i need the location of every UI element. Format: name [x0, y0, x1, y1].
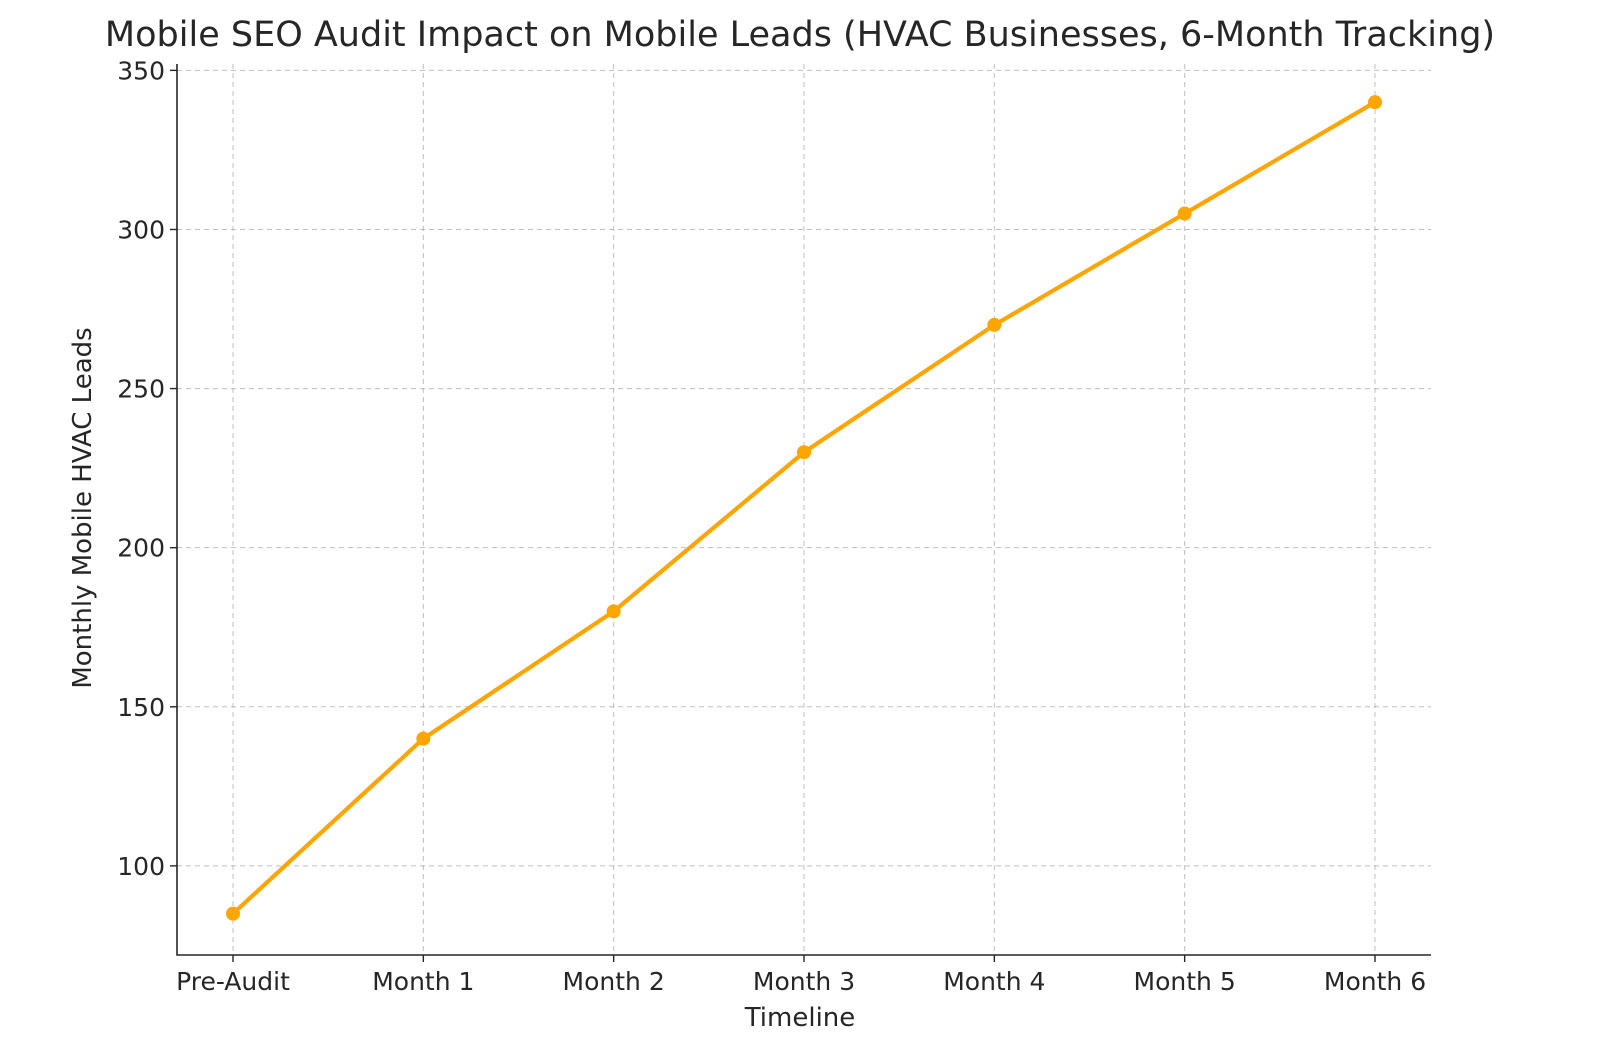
x-tick-label: Month 1: [372, 967, 474, 996]
y-axis-label: Monthly Mobile HVAC Leads: [68, 327, 98, 688]
data-point: [987, 317, 1002, 332]
y-axis-ticks: 100 150 200 250 300 350: [117, 56, 177, 881]
y-tick-label: 350: [117, 56, 165, 85]
x-axis-label: Timeline: [744, 1003, 856, 1033]
y-tick-label: 100: [117, 852, 165, 881]
data-point: [416, 731, 431, 746]
data-point: [606, 604, 621, 619]
y-tick-label: 150: [117, 693, 165, 722]
y-tick-label: 300: [117, 215, 165, 244]
x-tick-label: Month 2: [563, 967, 665, 996]
y-tick-label: 250: [117, 375, 165, 404]
x-tick-label: Month 4: [943, 967, 1045, 996]
x-tick-label: Pre-Audit: [176, 967, 290, 996]
x-axis-ticks: Pre-Audit Month 1 Month 2 Month 3 Month 4 Mon…: [176, 955, 1426, 996]
data-point: [226, 906, 240, 921]
grid-lines: [177, 64, 1431, 955]
series-layer: [226, 95, 1382, 921]
x-tick-label: Month 6: [1324, 967, 1426, 996]
data-point: [797, 445, 811, 460]
x-tick-label: Month 5: [1134, 967, 1236, 996]
data-point: [1177, 206, 1192, 221]
x-tick-label: Month 3: [753, 967, 855, 996]
chart-title: Mobile SEO Audit Impact on Mobile Leads …: [105, 15, 1495, 55]
data-point: [1368, 95, 1382, 110]
y-tick-label: 200: [117, 534, 165, 563]
axis-spine: [176, 64, 1431, 956]
